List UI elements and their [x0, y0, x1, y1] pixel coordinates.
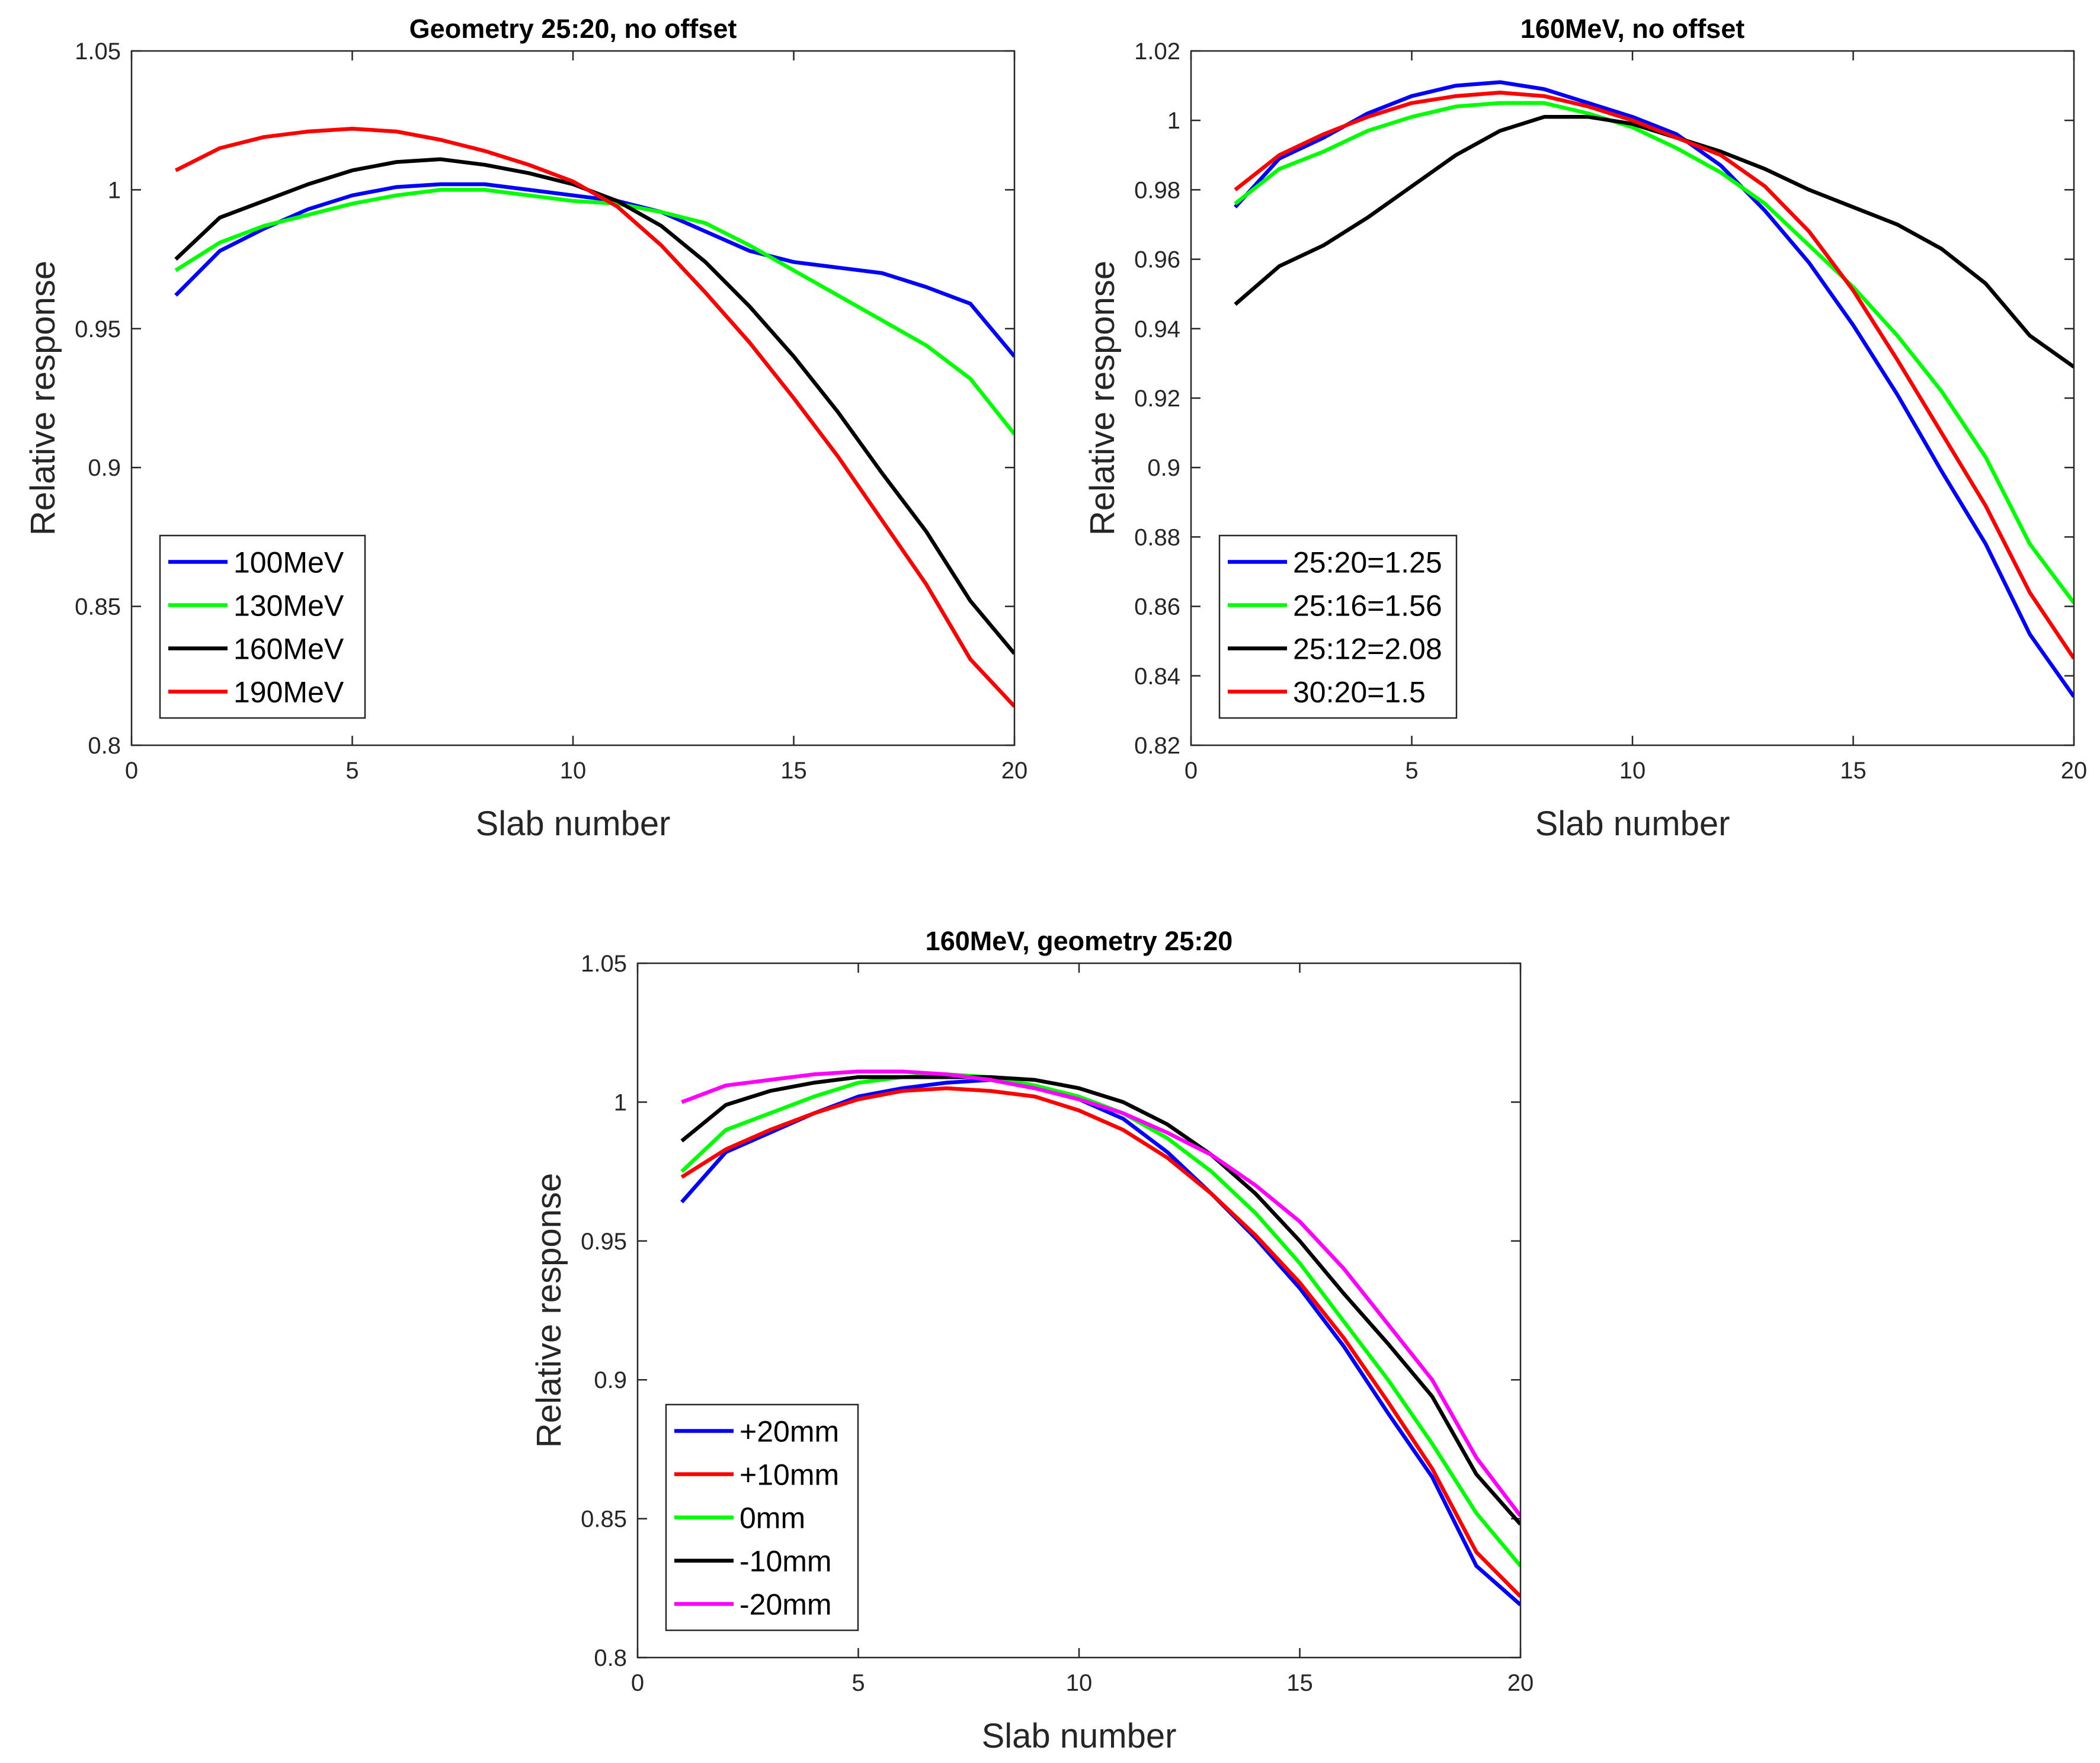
y-tick-label: 0.95 [581, 1229, 627, 1255]
y-tick-label: 1.05 [75, 39, 121, 65]
plot-area-frame [1190, 50, 2075, 746]
y-tick-label: 0.84 [1134, 663, 1180, 690]
x-axis-label: Slab number [1535, 804, 1730, 843]
x-tick-label: 0 [631, 1670, 644, 1696]
x-axis-label: Slab number [982, 1717, 1177, 1755]
y-tick-label: 0.85 [581, 1506, 627, 1533]
legend-entry: 130MeV [233, 589, 344, 623]
legend-entry: 30:20=1.5 [1293, 676, 1426, 709]
chart-title: Geometry 25:20, no offset [409, 14, 737, 44]
x-tick-label: 20 [1001, 758, 1028, 784]
legend-entry: 25:12=2.08 [1293, 633, 1442, 666]
legend-box [1218, 534, 1458, 719]
y-tick-label: 1 [108, 177, 121, 203]
plot-area-frame [636, 962, 1522, 1659]
y-tick-label: 1 [614, 1089, 627, 1116]
y-tick-label: 0.85 [75, 594, 121, 620]
y-tick-label: 0.96 [1134, 247, 1180, 273]
y-tick-label: 0.95 [75, 316, 121, 342]
series-line-100MeV [174, 182, 1014, 358]
x-tick-label: 15 [1286, 1670, 1313, 1696]
y-tick-label: 1 [1167, 108, 1180, 134]
x-tick-label: 15 [1840, 758, 1867, 784]
legend-entry: +10mm [740, 1459, 839, 1492]
y-axis-label: Relative response [1083, 261, 1122, 536]
chart-3: 160MeV, geometry 25:20 0 5 10 15 20 0.8 0.85 0.9… [530, 926, 1534, 1755]
x-tick-label: 15 [780, 758, 807, 784]
chart-title: 160MeV, geometry 25:20 [926, 926, 1233, 956]
legend: +20mm +10mm 0mm -10mm -20mm [665, 1403, 859, 1631]
legend-entry: 100MeV [233, 546, 344, 579]
legend-entry: 190MeV [233, 676, 344, 709]
y-tick-label: 0.9 [1147, 455, 1180, 481]
legend-entry: -20mm [740, 1588, 832, 1621]
legend-entry: -10mm [740, 1545, 832, 1578]
series-line-130MeV [174, 188, 1014, 435]
x-tick-label: 10 [1619, 758, 1646, 784]
y-tick-label: 1.05 [581, 951, 627, 977]
series-line-30:20=1.5 [1234, 91, 2074, 660]
y-tick-label: 0.88 [1134, 524, 1180, 550]
x-tick-label: 10 [560, 758, 587, 784]
series-line-190MeV [175, 127, 1014, 708]
series-line-25:16=1.56 [1234, 101, 2074, 604]
x-axis-label: Slab number [476, 804, 671, 843]
x-tick-label: 5 [851, 1670, 865, 1696]
y-tick-label: 0.9 [594, 1367, 627, 1393]
x-tick-label: 5 [345, 758, 358, 784]
x-tick-label: 0 [125, 758, 138, 784]
x-tick-label: 20 [2061, 758, 2088, 784]
x-tick-label: 0 [1185, 758, 1198, 784]
legend: 25:20=1.25 25:16=1.56 25:12=2.08 30:20=1.5 [1218, 534, 1458, 719]
x-tick-label: 20 [1507, 1670, 1534, 1696]
series-line--20mm [681, 1069, 1520, 1517]
y-tick-label: 0.82 [1134, 733, 1180, 759]
y-tick-label: 0.8 [88, 733, 121, 759]
series-line-+10mm [680, 1086, 1520, 1598]
legend-entry: 0mm [740, 1502, 805, 1535]
legend-entry: 160MeV [233, 633, 344, 666]
chart-1: Geometry 25:20, no offset 0 5 10 15 20 0.8 0.85… [24, 14, 1027, 843]
series-line--10mm [680, 1075, 1520, 1526]
y-tick-label: 0.92 [1134, 386, 1180, 412]
x-tick-label: 10 [1066, 1670, 1093, 1696]
chart-2: 160MeV, no offset 0 5 10 15 20 0.82 0.84 0.86 0.8… [1083, 14, 2087, 843]
y-tick-label: 0.9 [88, 455, 121, 481]
legend-box [159, 534, 366, 719]
legend: 100MeV 130MeV 160MeV 190MeV [159, 534, 366, 719]
series-line-25:20=1.25 [1234, 80, 2074, 698]
y-axis-label: Relative response [530, 1173, 568, 1448]
y-tick-label: 0.8 [594, 1645, 627, 1671]
legend-entry: 25:16=1.56 [1293, 589, 1442, 623]
chart-title: 160MeV, no offset [1520, 14, 1744, 44]
plot-area-frame [130, 50, 1016, 746]
y-tick-label: 1.02 [1134, 39, 1180, 65]
y-tick-label: 0.94 [1134, 316, 1180, 342]
y-tick-label: 0.86 [1134, 594, 1180, 620]
legend-entry: 25:20=1.25 [1293, 546, 1442, 579]
y-axis-label: Relative response [24, 261, 62, 536]
legend-entry: +20mm [740, 1415, 839, 1448]
x-tick-label: 5 [1405, 758, 1418, 784]
y-tick-label: 0.98 [1134, 177, 1180, 203]
